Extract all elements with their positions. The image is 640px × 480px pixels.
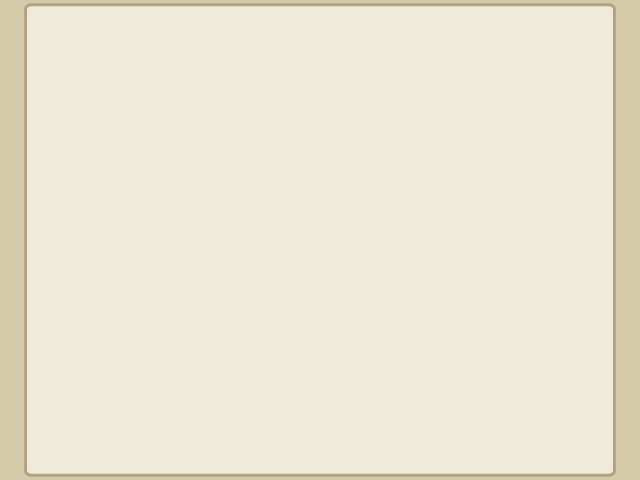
FancyBboxPatch shape <box>333 120 595 451</box>
Text: В тексте выдели опорную сеть и дострой основу схемы.: В тексте выдели опорную сеть и дострой о… <box>122 94 518 108</box>
Text: ДЛЯ СОКРАЩЕНИЯ: ДЛЯ СОКРАЩЕНИЯ <box>115 22 301 40</box>
Text: Один
крестьянин: Один крестьянин <box>349 126 419 148</box>
Text: Береста.: Береста. <box>125 331 170 341</box>
Text: elenaranko.ucoz.ru: elenaranko.ucoz.ru <box>64 459 150 468</box>
Text: Скотоводческие
племена: Скотоводческие племена <box>223 264 334 292</box>
Text: указывающую на какую-либо одинаковость героев.: указывающую на какую-либо одинаковость г… <box>76 70 564 85</box>
Ellipse shape <box>354 120 415 154</box>
Text: Китай: Китай <box>61 262 105 276</box>
Text: Пальмовые
листья.: Пальмовые листья. <box>106 156 164 178</box>
Ellipse shape <box>168 399 242 431</box>
Text: Индия: Индия <box>76 137 122 151</box>
Text: Кожи животных -
пергамент.
Две тысячи лет.: Кожи животных - пергамент. Две тысячи ле… <box>227 189 311 218</box>
Text: Другой
крестьянин: Другой крестьянин <box>538 126 607 148</box>
Text: Бамбук.: Бамбук. <box>58 233 99 242</box>
Text: История
книги: История книги <box>157 190 221 218</box>
Ellipse shape <box>69 128 129 159</box>
Text: СТРЕЛКУ,: СТРЕЛКУ, <box>269 46 371 64</box>
Text: схемы можно использовать: схемы можно использовать <box>301 22 550 40</box>
Ellipse shape <box>53 253 114 284</box>
Ellipse shape <box>543 120 603 154</box>
Text: Новгород: Новгород <box>170 408 239 422</box>
FancyBboxPatch shape <box>45 120 307 451</box>
Circle shape <box>461 256 496 282</box>
Text: Не знали
грамоты, счёта.: Не знали грамоты, счёта. <box>440 137 517 156</box>
